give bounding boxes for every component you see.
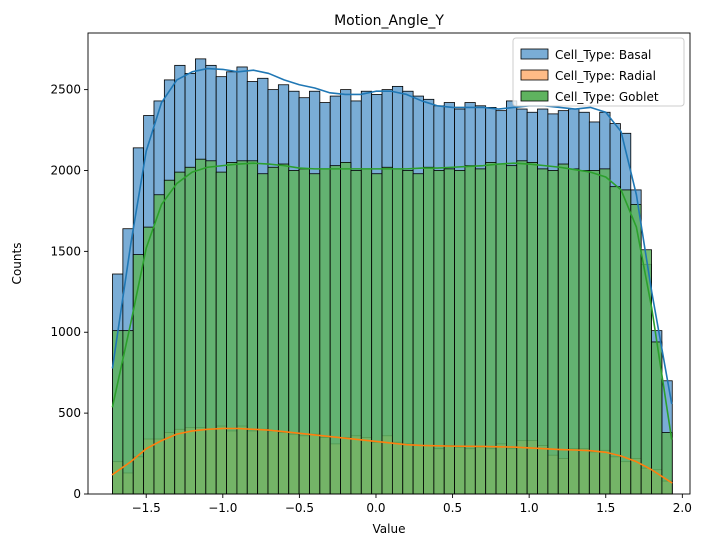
- x-tick-label: 0.0: [366, 501, 385, 515]
- bar: [340, 161, 352, 495]
- legend-box: [512, 37, 685, 107]
- bar: [526, 161, 538, 495]
- y-tick-label: 0: [73, 487, 81, 501]
- bar: [557, 163, 570, 495]
- bar: [246, 160, 259, 495]
- bar: [391, 168, 404, 495]
- bar: [298, 168, 310, 495]
- bar: [195, 158, 207, 495]
- bar: [506, 165, 518, 495]
- bar: [537, 168, 549, 495]
- bar: [568, 168, 580, 495]
- y-axis-label: Counts: [10, 243, 24, 285]
- bar: [143, 226, 155, 495]
- bar: [547, 170, 559, 495]
- bar: [599, 168, 611, 495]
- x-tick-label: −0.5: [285, 501, 314, 515]
- y-tick-label: 500: [58, 406, 81, 420]
- bar: [174, 171, 186, 495]
- x-tick-label: −1.5: [132, 501, 161, 515]
- bar: [288, 170, 300, 495]
- y-tick-label: 1000: [50, 325, 81, 339]
- bar: [277, 163, 290, 495]
- x-tick-label: 1.0: [520, 501, 539, 515]
- bar: [609, 186, 621, 495]
- series-2-bars: [112, 158, 673, 495]
- legend-swatch: [520, 69, 549, 81]
- y-tick-label: 2000: [50, 163, 81, 177]
- bar: [485, 161, 497, 495]
- bar: [215, 171, 227, 495]
- x-tick-label: 1.5: [596, 501, 615, 515]
- bar: [163, 179, 176, 495]
- bar: [661, 432, 673, 495]
- bar: [371, 173, 383, 495]
- bar: [319, 168, 331, 495]
- bar: [153, 194, 165, 495]
- y-tick-label: 2500: [50, 83, 81, 97]
- plot-area: [111, 58, 673, 495]
- chart-title: Motion_Angle_Y: [334, 13, 444, 29]
- legend-swatch: [520, 48, 549, 60]
- bar: [309, 173, 321, 495]
- bar: [226, 161, 238, 495]
- bar: [588, 170, 601, 495]
- bar: [257, 173, 269, 495]
- series-0-kde-line: [111, 67, 673, 405]
- bar: [495, 163, 507, 495]
- legend-swatch: [520, 90, 549, 102]
- x-tick-label: 2.0: [673, 501, 692, 515]
- legend: Cell_Type: Basal Cell_Type: Radial Cell_Ty…: [512, 37, 685, 107]
- bar: [329, 165, 341, 495]
- series-2-kde-line: [111, 162, 673, 440]
- series-1-kde-line: [111, 427, 673, 484]
- bar: [620, 189, 632, 495]
- bar: [236, 160, 248, 495]
- x-axis-ticks: −1.5 −1.0 −0.5 0.0 0.5 1.0 1.5 2.0: [132, 494, 692, 515]
- bar: [205, 160, 217, 495]
- axes-frame: [87, 32, 691, 495]
- bar: [516, 160, 528, 495]
- x-tick-label: 0.5: [443, 501, 462, 515]
- x-tick-label: −1.0: [208, 501, 237, 515]
- legend-label: Cell_Type: Basal: [555, 48, 651, 62]
- y-axis-ticks: 0 500 1000 1500 2000 2500: [50, 83, 88, 501]
- bar: [640, 249, 652, 495]
- bar: [360, 168, 373, 495]
- bar: [474, 168, 487, 495]
- bar: [464, 165, 476, 495]
- bar: [578, 170, 590, 495]
- legend-label: Cell_Type: Goblet: [555, 90, 659, 104]
- bar: [184, 166, 196, 495]
- bar: [350, 170, 362, 495]
- legend-label: Cell_Type: Radial: [555, 69, 656, 83]
- x-axis-label: Value: [373, 522, 406, 536]
- y-tick-label: 1500: [50, 244, 81, 258]
- bar: [267, 166, 279, 495]
- bar: [381, 166, 393, 495]
